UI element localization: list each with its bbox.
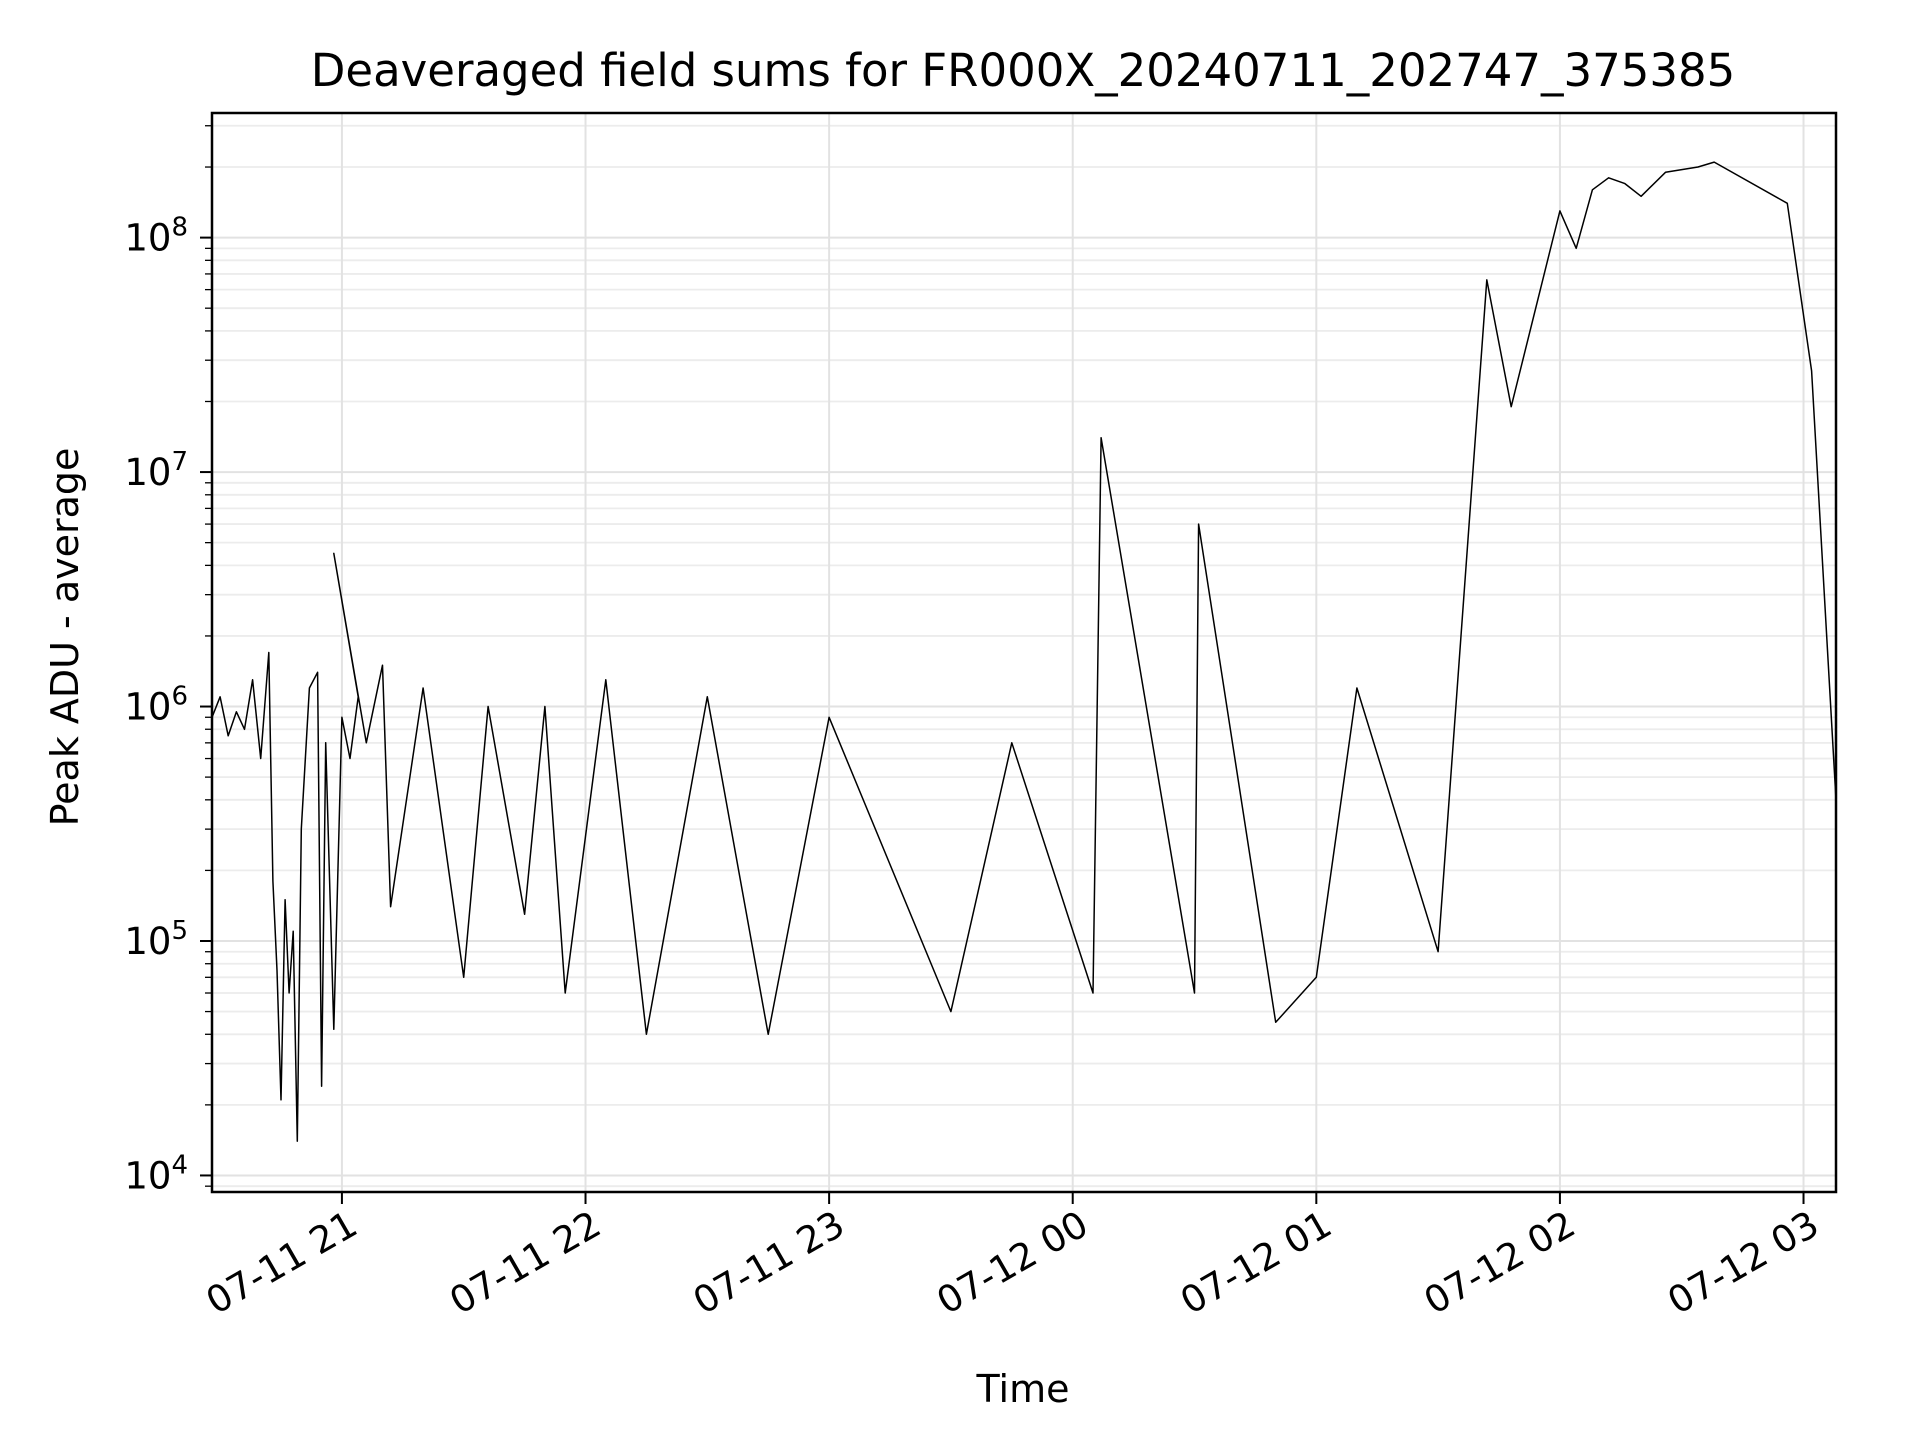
plot-frame — [210, 111, 1838, 1194]
y-tick-label: 106 — [124, 682, 188, 729]
y-tick-label: 107 — [124, 447, 188, 494]
series-layer — [211, 161, 1837, 1142]
y-tick-label: 105 — [124, 916, 188, 963]
y-axis-label: Peak ADU - average — [43, 448, 87, 827]
y-tick-label: 108 — [124, 213, 188, 260]
series-line-0 — [211, 161, 1837, 1142]
chart-title: Deaveraged field sums for FR000X_2024071… — [311, 44, 1736, 97]
y-tick-label: 104 — [124, 1150, 188, 1197]
x-axis-label: Time — [976, 1367, 1070, 1411]
grid — [212, 113, 1836, 1192]
